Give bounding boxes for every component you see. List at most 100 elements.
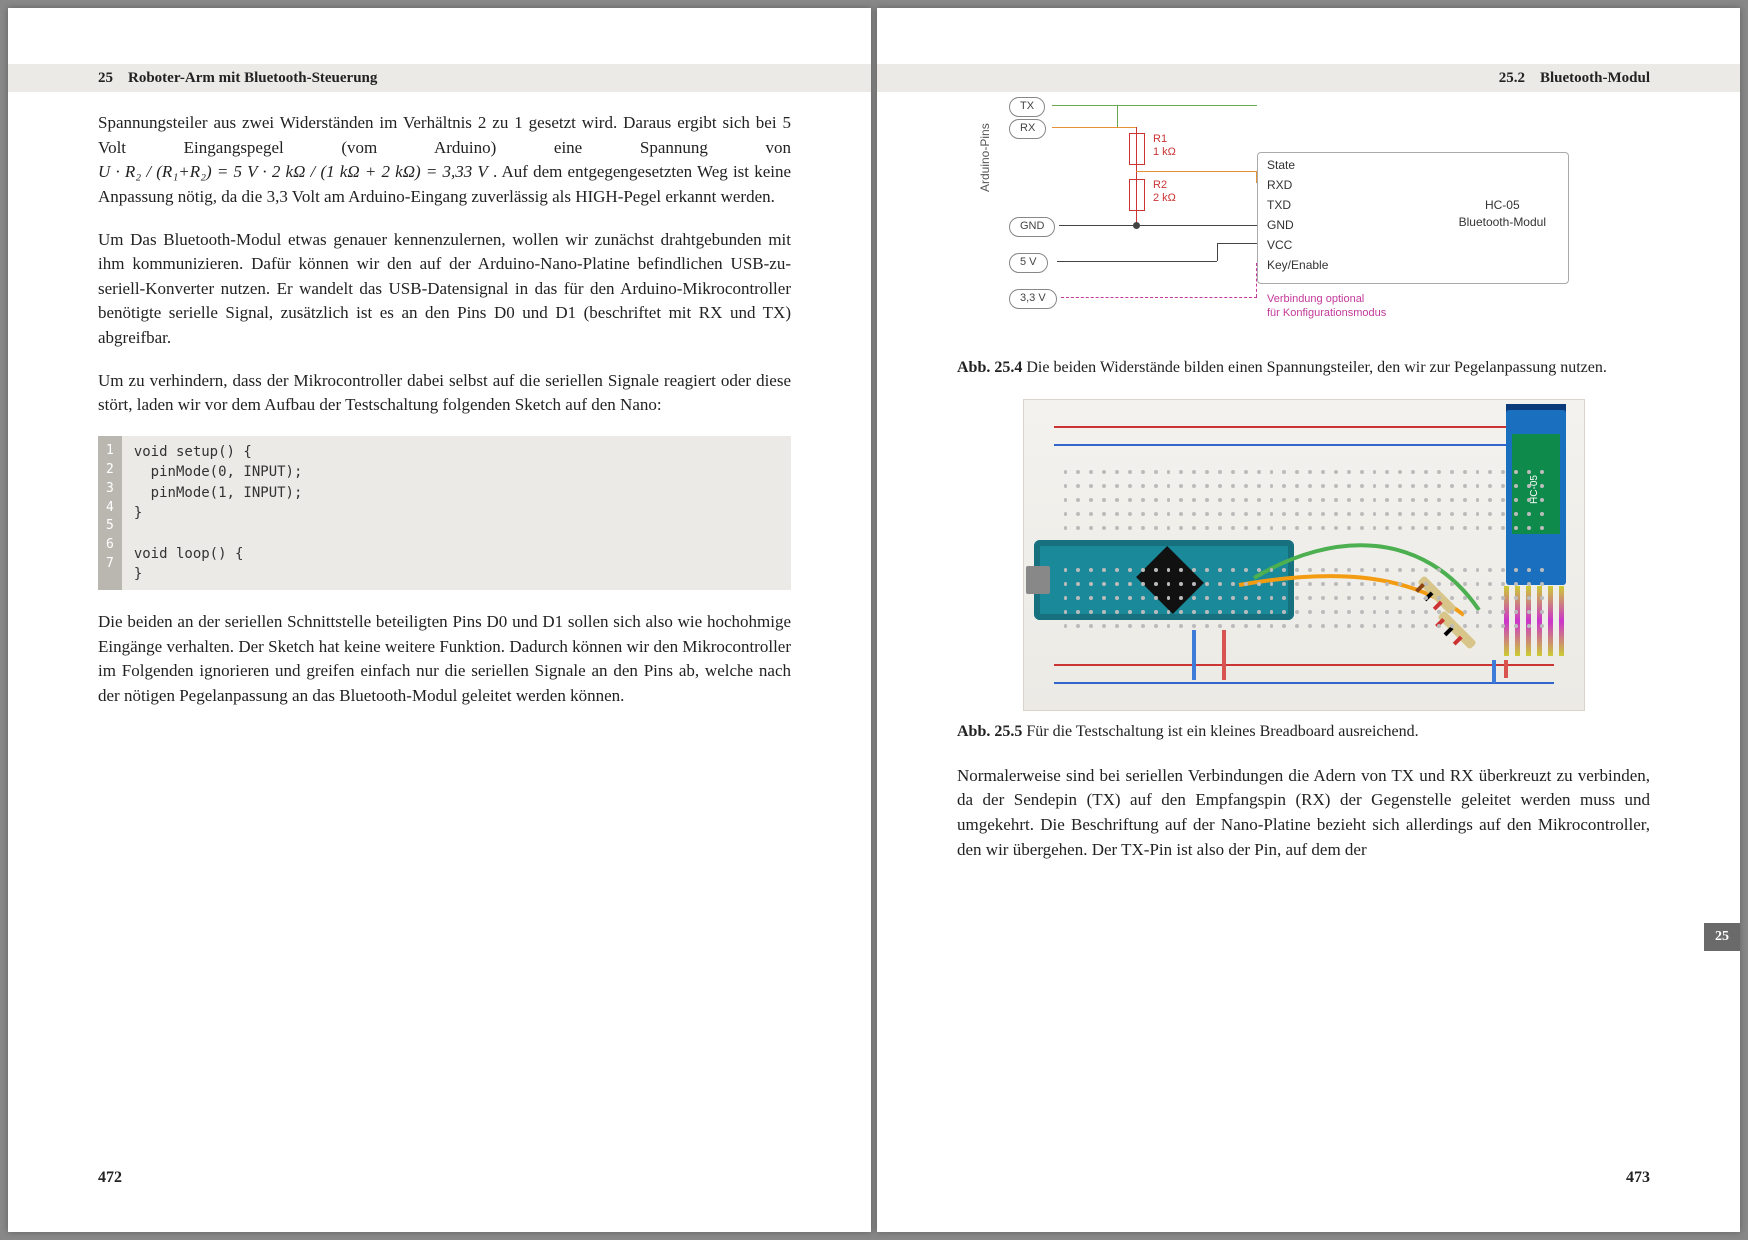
breadboard-hole: [1244, 498, 1248, 502]
breadboard-hole: [1244, 526, 1248, 530]
breadboard-hole: [1089, 498, 1093, 502]
breadboard-hole: [1540, 512, 1544, 516]
breadboard-hole: [1282, 512, 1286, 516]
breadboard-hole: [1244, 624, 1248, 628]
breadboard-hole: [1270, 596, 1274, 600]
breadboard-hole: [1463, 484, 1467, 488]
breadboard-hole: [1514, 610, 1518, 614]
breadboard-hole: [1231, 470, 1235, 474]
breadboard-hole: [1501, 470, 1505, 474]
breadboard-hole-row: [1064, 526, 1544, 530]
breadboard-hole: [1115, 624, 1119, 628]
wire-5v: [1057, 261, 1217, 262]
breadboard-hole: [1463, 568, 1467, 572]
breadboard-hole: [1102, 484, 1106, 488]
breadboard-hole: [1115, 582, 1119, 586]
module-pin-key: Key/Enable: [1267, 257, 1328, 274]
breadboard-hole: [1476, 484, 1480, 488]
breadboard-hole: [1270, 568, 1274, 572]
pin-3v3: 3,3 V: [1009, 289, 1057, 309]
breadboard-hole: [1076, 568, 1080, 572]
thumb-tab: 25: [1704, 923, 1740, 951]
breadboard-hole: [1527, 498, 1531, 502]
wire-tap-rxd: [1136, 171, 1257, 172]
breadboard-hole: [1308, 526, 1312, 530]
breadboard-hole: [1089, 582, 1093, 586]
breadboard-hole: [1167, 470, 1171, 474]
breadboard-hole: [1321, 568, 1325, 572]
code-block: 1 2 3 4 5 6 7 void setup() { pinMode(0, …: [98, 436, 791, 590]
breadboard-hole: [1089, 624, 1093, 628]
breadboard-hole: [1218, 470, 1222, 474]
breadboard-hole: [1385, 526, 1389, 530]
breadboard-hole: [1115, 610, 1119, 614]
module-pin-rxd: RXD: [1267, 177, 1292, 194]
breadboard-hole: [1128, 624, 1132, 628]
breadboard-hole: [1192, 498, 1196, 502]
section-number: 25.2: [1499, 70, 1525, 86]
resistor-r2: [1129, 179, 1145, 211]
breadboard-hole: [1360, 526, 1364, 530]
breadboard-hole: [1385, 568, 1389, 572]
breadboard-hole: [1476, 624, 1480, 628]
breadboard-hole: [1064, 512, 1068, 516]
breadboard-hole: [1360, 498, 1364, 502]
breadboard-hole: [1218, 498, 1222, 502]
breadboard-hole: [1295, 470, 1299, 474]
breadboard-hole: [1488, 484, 1492, 488]
breadboard-hole: [1540, 582, 1544, 586]
breadboard-hole: [1463, 582, 1467, 586]
breadboard-hole: [1270, 484, 1274, 488]
breadboard-hole-row: [1064, 498, 1544, 502]
breadboard-hole: [1064, 582, 1068, 586]
breadboard-hole: [1463, 512, 1467, 516]
breadboard-hole: [1192, 568, 1196, 572]
breadboard-hole: [1476, 470, 1480, 474]
breadboard-hole: [1218, 512, 1222, 516]
breadboard-hole: [1360, 624, 1364, 628]
breadboard-hole: [1257, 512, 1261, 516]
breadboard-hole: [1463, 624, 1467, 628]
breadboard-hole: [1424, 568, 1428, 572]
breadboard-hole: [1128, 610, 1132, 614]
wire-3v3-dashed: [1061, 297, 1257, 298]
breadboard-hole-row: [1064, 512, 1544, 516]
breadboard-hole: [1205, 624, 1209, 628]
breadboard-hole: [1167, 512, 1171, 516]
breadboard-hole: [1270, 624, 1274, 628]
breadboard-hole: [1141, 582, 1145, 586]
breadboard-hole: [1514, 568, 1518, 572]
breadboard-hole: [1334, 624, 1338, 628]
breadboard-hole: [1334, 596, 1338, 600]
breadboard-hole: [1463, 470, 1467, 474]
breadboard-hole: [1463, 526, 1467, 530]
breadboard-hole: [1424, 596, 1428, 600]
breadboard-hole: [1437, 484, 1441, 488]
breadboard-hole: [1179, 582, 1183, 586]
breadboard-hole: [1179, 526, 1183, 530]
breadboard-hole: [1270, 582, 1274, 586]
breadboard-hole: [1064, 596, 1068, 600]
breadboard-hole: [1141, 484, 1145, 488]
breadboard-hole: [1089, 484, 1093, 488]
breadboard-hole-row: [1064, 596, 1544, 600]
breadboard-hole: [1527, 484, 1531, 488]
breadboard-hole: [1257, 610, 1261, 614]
wire-5v: [1217, 243, 1218, 261]
breadboard-hole: [1347, 568, 1351, 572]
breadboard-hole: [1154, 582, 1158, 586]
breadboard-hole: [1218, 484, 1222, 488]
breadboard-hole: [1076, 624, 1080, 628]
breadboard-hole: [1115, 470, 1119, 474]
breadboard-hole: [1257, 596, 1261, 600]
breadboard-hole: [1076, 498, 1080, 502]
breadboard-hole: [1424, 526, 1428, 530]
breadboard-hole: [1076, 526, 1080, 530]
paragraph: Um zu verhindern, dass der Mikrocontroll…: [98, 369, 791, 418]
breadboard-hole: [1205, 470, 1209, 474]
page-right: 25.2 Bluetooth-Modul Arduino-Pins TX RX …: [877, 8, 1740, 1232]
breadboard-hole: [1115, 498, 1119, 502]
breadboard-hole: [1102, 596, 1106, 600]
breadboard-hole: [1192, 610, 1196, 614]
breadboard-hole: [1488, 512, 1492, 516]
